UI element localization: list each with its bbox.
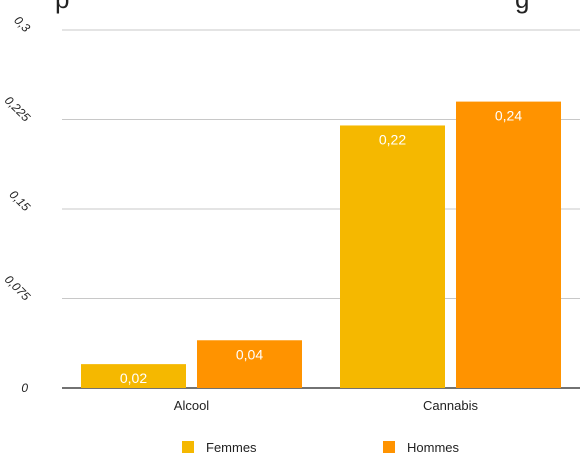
bars (81, 101, 561, 388)
chart-title-fragment: p g (55, 0, 529, 14)
y-axis-ticks: 0 0,075 0,15 0,225 0,3 (2, 13, 33, 395)
bar-femmes-cannabis (340, 125, 445, 388)
bar-hommes-cannabis (456, 101, 561, 388)
x-category-label: Cannabis (423, 398, 478, 413)
x-axis-categories: Alcool Cannabis (174, 398, 479, 413)
legend-label-femmes: Femmes (206, 440, 257, 454)
y-tick-label: 0 (21, 381, 28, 395)
y-tick-label: 0,15 (7, 188, 34, 215)
legend-swatch-hommes (383, 441, 395, 453)
y-tick-label: 0,3 (11, 13, 33, 35)
data-label: 0,02 (120, 370, 147, 386)
svg-text:p: p (55, 0, 69, 14)
legend-swatch-femmes (182, 441, 194, 453)
legend: Femmes Hommes (182, 440, 460, 454)
bar-femmes-alcool (81, 364, 186, 388)
bar-hommes-alcool (197, 340, 302, 388)
legend-label-hommes: Hommes (407, 440, 460, 454)
data-label: 0,24 (495, 108, 522, 124)
x-category-label: Alcool (174, 398, 210, 413)
y-tick-label: 0,075 (2, 272, 33, 303)
data-labels: 0,02 0,04 0,22 0,24 (120, 108, 522, 387)
svg-text:g: g (515, 0, 529, 14)
data-label: 0,04 (236, 346, 263, 362)
data-label: 0,22 (379, 131, 406, 147)
y-tick-label: 0,225 (2, 93, 33, 124)
